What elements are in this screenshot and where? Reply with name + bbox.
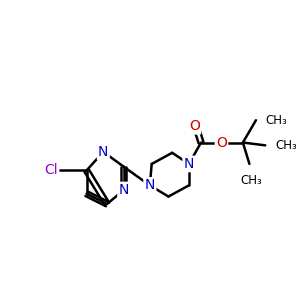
Text: Cl: Cl [44, 164, 58, 178]
Text: CH₃: CH₃ [266, 114, 287, 127]
Text: N: N [145, 178, 155, 192]
Text: N: N [98, 145, 109, 159]
Text: CH₃: CH₃ [240, 174, 262, 187]
Text: O: O [189, 119, 200, 133]
Text: CH₃: CH₃ [275, 139, 297, 152]
Text: N: N [184, 157, 194, 171]
Text: O: O [216, 136, 227, 150]
Text: N: N [118, 183, 129, 197]
